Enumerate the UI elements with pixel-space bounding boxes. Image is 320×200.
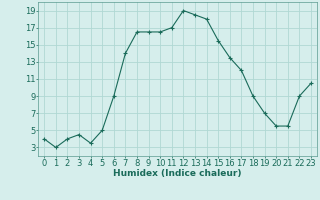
X-axis label: Humidex (Indice chaleur): Humidex (Indice chaleur) <box>113 169 242 178</box>
